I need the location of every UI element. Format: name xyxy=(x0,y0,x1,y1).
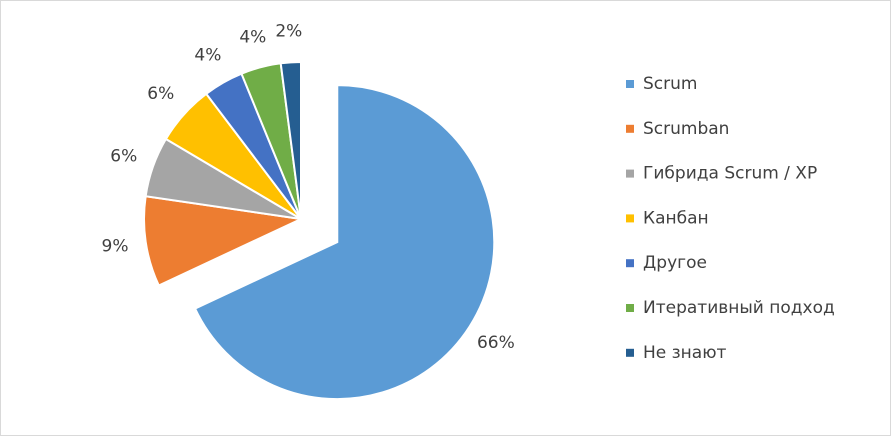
legend-swatch xyxy=(626,169,634,178)
data-label: 9% xyxy=(102,236,129,256)
pie-slice xyxy=(279,60,302,220)
data-label: 4% xyxy=(239,27,266,47)
legend-label: Scrum xyxy=(643,74,697,94)
data-label: 6% xyxy=(147,84,174,104)
legend-swatch xyxy=(626,124,634,133)
legend-swatch xyxy=(626,80,634,88)
pie-slice xyxy=(143,195,305,287)
legend-label: Не знают xyxy=(643,343,727,363)
data-label: 4% xyxy=(194,46,221,66)
legend-swatch xyxy=(626,214,634,223)
legend-label: Другое xyxy=(643,253,707,273)
legend-label: Итеративный подход xyxy=(643,298,835,318)
pie-slice xyxy=(193,84,496,401)
legend-label: Гибрида Scrum / XP xyxy=(643,164,817,184)
data-label: 6% xyxy=(110,146,137,166)
legend-swatch xyxy=(626,348,634,357)
data-label: 66% xyxy=(477,333,515,353)
legend-swatch xyxy=(626,304,634,312)
legend-label: Scrumban xyxy=(643,119,729,139)
legend-label: Канбан xyxy=(643,208,709,228)
legend-swatch xyxy=(626,259,634,268)
data-label: 2% xyxy=(275,21,302,41)
